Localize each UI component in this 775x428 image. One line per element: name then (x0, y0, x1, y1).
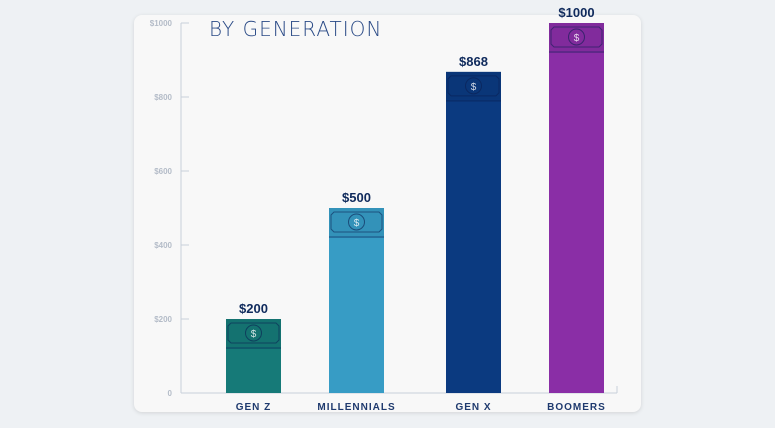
dollar-sign: $ (574, 33, 580, 44)
data-label: $1000 (558, 5, 594, 20)
dollar-sign: $ (471, 82, 477, 93)
dollar-sign: $ (354, 218, 360, 229)
bar-gen-z (226, 319, 281, 393)
dollar-bill-border (447, 75, 500, 97)
y-tick-label: 0 (168, 389, 173, 398)
dollar-bill-icon (446, 71, 501, 100)
y-tick-label: $200 (154, 315, 172, 324)
dollar-coin-icon (568, 28, 585, 46)
data-label: $500 (342, 190, 371, 205)
x-tick-label: GEN X (455, 402, 491, 413)
chart-title: BY GENERATION (209, 17, 383, 41)
y-tick-label: $400 (154, 241, 172, 250)
dollar-coin-icon (465, 77, 482, 95)
data-label: $200 (239, 301, 268, 316)
y-tick-label: $600 (154, 167, 172, 176)
x-tick-label: GEN Z (236, 402, 272, 413)
bar-gen-x (446, 71, 501, 393)
bar-boomers (549, 23, 604, 393)
dollar-bill-border (550, 26, 603, 48)
dollar-bill-border (227, 322, 280, 344)
y-tick-label: $1000 (150, 19, 173, 28)
x-tick-label: MILLENNIALS (317, 402, 395, 413)
dollar-sign: $ (251, 329, 257, 340)
dollar-bill-icon (226, 319, 281, 347)
dollar-coin-icon (245, 324, 262, 342)
dollar-coin-icon (348, 213, 365, 231)
bar-millennials (329, 208, 384, 393)
y-tick-label: $800 (154, 93, 172, 102)
dollar-bill-border (330, 211, 383, 233)
dollar-bill-icon (549, 23, 604, 51)
dollar-bill-icon (329, 208, 384, 236)
x-tick-label: BOOMERS (547, 402, 606, 413)
data-label: $868 (459, 54, 488, 69)
